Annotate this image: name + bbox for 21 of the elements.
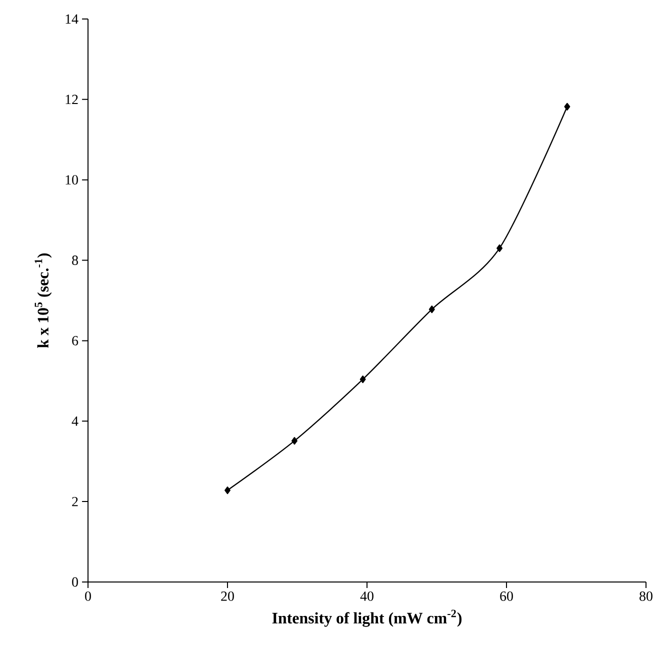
point <box>224 486 230 494</box>
y-tick-label: 6 <box>72 336 78 346</box>
point <box>428 306 435 314</box>
y-tick-label: 10 <box>66 175 78 185</box>
x-tick-label: 20 <box>221 591 234 601</box>
x-tick-label: 40 <box>360 591 374 601</box>
text: k x 10$^{5}$ (sec.$^{-1}$) <box>34 253 52 348</box>
x-tick-label: 60 <box>500 591 513 601</box>
y-tick-label: 0 <box>72 577 78 587</box>
point <box>496 244 503 252</box>
point <box>360 376 366 384</box>
x-tick-label: 80 <box>640 591 652 601</box>
y-tick-label: 14 <box>66 14 78 24</box>
y-tick-label: 8 <box>72 256 78 265</box>
y-tick-label: 2 <box>72 496 78 506</box>
point <box>564 102 570 110</box>
text: Intensity of light (mW cm$^{-2}$) <box>272 610 462 627</box>
y-tick-label: 12 <box>66 94 78 104</box>
point <box>291 437 298 445</box>
x-tick-label: 0 <box>85 591 91 601</box>
y-tick-label: 4 <box>72 416 78 426</box>
